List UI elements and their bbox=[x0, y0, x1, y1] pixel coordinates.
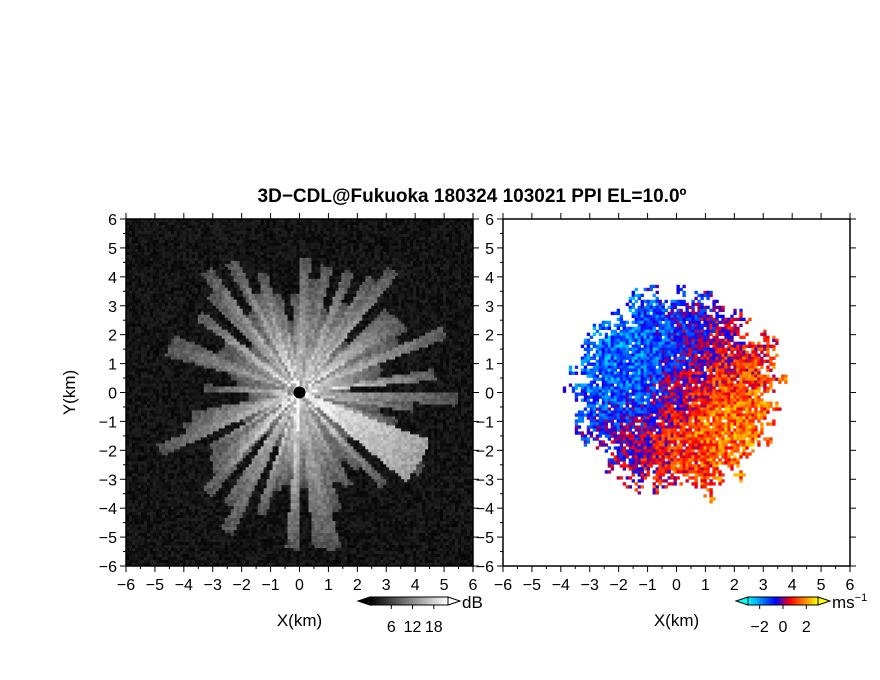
y-tick-label: 0 bbox=[485, 386, 494, 403]
y-tick-label: −1 bbox=[99, 414, 117, 431]
axis-ticks: −6 −5 −4 −3 −2 −1 0 1 2 3 4 5 6 −6 −5 −4 −3 −2 −1 0 1 2 3 4 5 6 bbox=[476, 212, 856, 594]
y-tick-label: −3 bbox=[476, 472, 494, 489]
x-axis-label: X(km) bbox=[277, 611, 322, 630]
colorbar-tick-label: −2 bbox=[751, 619, 769, 636]
x-tick-label: 6 bbox=[469, 577, 478, 594]
y-tick-label: 6 bbox=[108, 212, 117, 229]
x-tick-label: −6 bbox=[117, 577, 135, 594]
x-tick-label: 1 bbox=[324, 577, 333, 594]
y-tick-label: −6 bbox=[476, 559, 494, 576]
x-tick-label: 3 bbox=[382, 577, 391, 594]
x-tick-label: −1 bbox=[638, 577, 656, 594]
x-tick-label: −3 bbox=[204, 577, 222, 594]
colorbar-tick-label: 2 bbox=[802, 619, 811, 636]
y-tick-label: 1 bbox=[485, 357, 494, 374]
x-tick-label: −5 bbox=[523, 577, 541, 594]
x-tick-label: 0 bbox=[672, 577, 681, 594]
colorbar-tick-label: 6 bbox=[387, 619, 396, 636]
colorbar-under-arrow bbox=[356, 596, 371, 606]
y-tick-label: −5 bbox=[476, 530, 494, 547]
x-tick-label: 6 bbox=[846, 577, 855, 594]
x-tick-label: −2 bbox=[233, 577, 251, 594]
x-tick-label: −3 bbox=[581, 577, 599, 594]
y-tick-label: 3 bbox=[108, 299, 117, 316]
y-tick-label: −4 bbox=[99, 501, 117, 518]
x-tick-label: 1 bbox=[701, 577, 710, 594]
y-tick-label: 5 bbox=[108, 241, 117, 258]
y-tick-label: 4 bbox=[485, 270, 494, 287]
colorbar: −2 0 2 ms−1 bbox=[734, 592, 867, 636]
colorbar: 6 12 18 dB bbox=[356, 593, 483, 636]
y-tick-label: −3 bbox=[99, 472, 117, 489]
y-axis-label: Y(km) bbox=[60, 370, 79, 415]
colorbar-under-arrow bbox=[734, 596, 749, 606]
x-tick-label: −4 bbox=[175, 577, 193, 594]
x-tick-label: 2 bbox=[730, 577, 739, 594]
colorbar-tick-label: 18 bbox=[425, 619, 443, 636]
x-tick-label: −2 bbox=[610, 577, 628, 594]
colorbar-tick-label: 0 bbox=[779, 619, 788, 636]
y-tick-label: −5 bbox=[99, 530, 117, 547]
y-tick-label: 3 bbox=[485, 299, 494, 316]
x-axis-label: X(km) bbox=[654, 611, 699, 630]
colorbar-frame bbox=[369, 596, 449, 606]
axis-ticks: −6 −5 −4 −3 −2 −1 0 1 2 3 4 5 6 −6 −5 −4 −3 −2 −1 0 1 2 3 4 5 6 bbox=[99, 212, 479, 594]
colorbar-over-arrow bbox=[817, 596, 832, 606]
x-tick-label: 4 bbox=[788, 577, 797, 594]
y-tick-label: 5 bbox=[485, 241, 494, 258]
radar-site-marker bbox=[293, 386, 306, 399]
x-tick-label: 4 bbox=[411, 577, 420, 594]
x-tick-label: 2 bbox=[353, 577, 362, 594]
x-tick-label: 5 bbox=[817, 577, 826, 594]
heatmap-cells bbox=[126, 219, 474, 567]
y-tick-label: 4 bbox=[108, 270, 117, 287]
y-tick-label: 2 bbox=[108, 328, 117, 345]
y-tick-label: 2 bbox=[485, 328, 494, 345]
colorbar-tick-label: 12 bbox=[404, 619, 422, 636]
colorbar-unit: ms−1 bbox=[832, 592, 867, 612]
x-tick-label: −1 bbox=[261, 577, 279, 594]
y-tick-label: −4 bbox=[476, 501, 494, 518]
y-tick-label: −1 bbox=[476, 414, 494, 431]
y-tick-label: −2 bbox=[99, 443, 117, 460]
x-tick-label: −6 bbox=[494, 577, 512, 594]
chart-panel-reflectivity: −6 −5 −4 −3 −2 −1 0 1 2 3 4 5 6−6−5−4−3−2−10123456X(… bbox=[60, 212, 483, 636]
figure-title: 3D−CDL@Fukuoka 180324 103021 PPI EL=10.0… bbox=[257, 186, 687, 207]
x-tick-label: 0 bbox=[295, 577, 304, 594]
x-tick-label: 3 bbox=[759, 577, 768, 594]
y-tick-label: −6 bbox=[99, 559, 117, 576]
x-tick-label: 5 bbox=[440, 577, 449, 594]
colorbar-over-arrow bbox=[447, 596, 462, 606]
y-tick-label: −2 bbox=[476, 443, 494, 460]
y-tick-label: 1 bbox=[108, 357, 117, 374]
heatmap-cells bbox=[562, 284, 788, 504]
y-tick-label: 0 bbox=[108, 386, 117, 403]
x-tick-label: −5 bbox=[146, 577, 164, 594]
x-tick-label: −4 bbox=[552, 577, 570, 594]
colorbar-unit: dB bbox=[462, 593, 483, 612]
y-tick-label: 6 bbox=[485, 212, 494, 229]
chart-panel-velocity: −6 −5 −4 −3 −2 −1 0 1 2 3 4 5 6 −6 −5 −4 −3 −2 −1 0 1 2 3 4 5 6 X(… bbox=[476, 212, 867, 636]
